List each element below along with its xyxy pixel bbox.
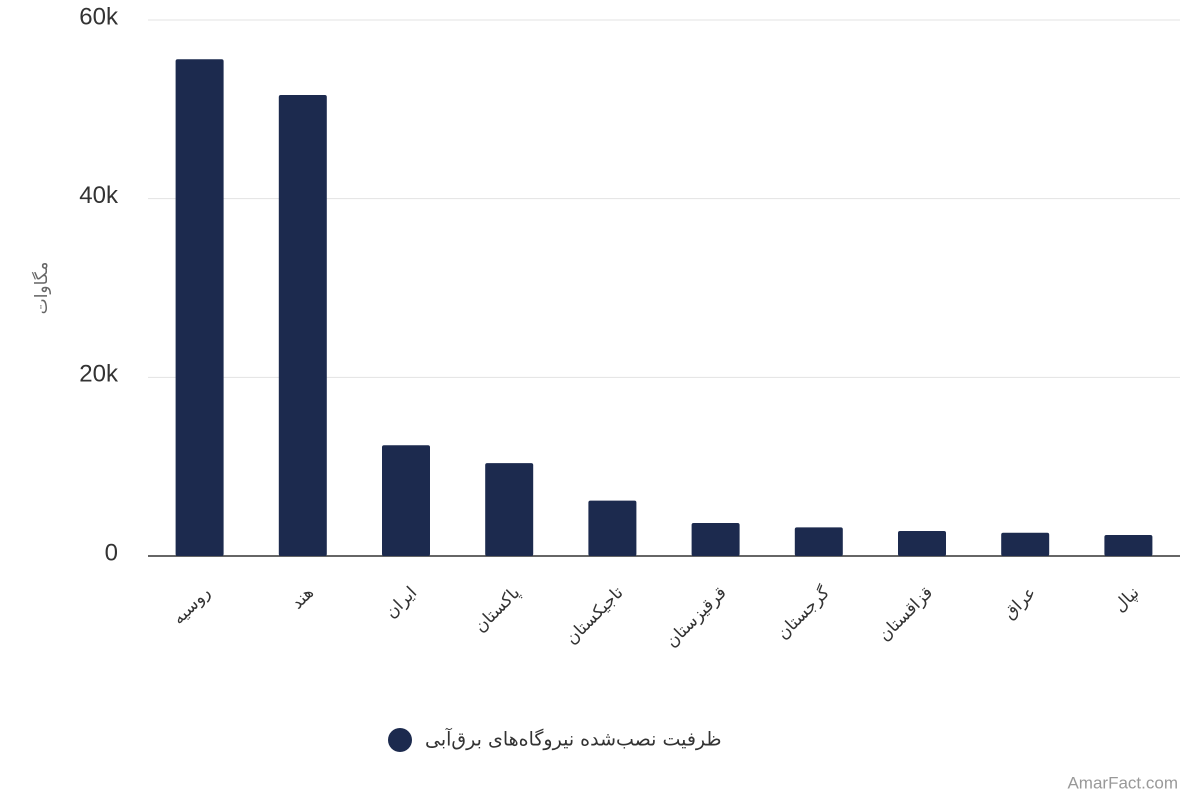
x-tick-label: پاکستان bbox=[471, 583, 525, 637]
bar bbox=[588, 500, 637, 556]
bar bbox=[691, 522, 740, 556]
bar bbox=[382, 445, 430, 556]
watermark: AmarFact.com bbox=[1067, 773, 1178, 792]
x-tick-label: قزاقستان bbox=[875, 583, 937, 645]
legend-label: ظرفیت نصب‌شده نیروگاه‌های برق‌آبی bbox=[425, 727, 722, 751]
x-tick-label: روسیه bbox=[169, 583, 215, 629]
bar bbox=[175, 59, 224, 556]
y-axis-label: مگاوات bbox=[31, 262, 52, 315]
bar bbox=[1104, 535, 1153, 556]
x-tick-label: عراق bbox=[1000, 583, 1041, 624]
bar bbox=[1001, 532, 1050, 556]
x-tick-label: تاجیکستان bbox=[562, 583, 628, 649]
y-tick-label: 20k bbox=[79, 361, 119, 388]
legend-marker bbox=[388, 728, 412, 752]
bar bbox=[898, 530, 946, 556]
bar bbox=[794, 527, 843, 556]
bar bbox=[278, 95, 327, 556]
x-tick-label: قرقیزستان bbox=[662, 583, 731, 652]
x-tick-label: هند bbox=[287, 583, 317, 613]
y-tick-label: 0 bbox=[105, 539, 118, 566]
y-tick-label: 60k bbox=[79, 3, 119, 30]
bar bbox=[485, 463, 534, 556]
y-tick-label: 40k bbox=[79, 182, 119, 209]
x-tick-label: گرجستان bbox=[772, 582, 834, 644]
x-tick-label: نپال bbox=[1110, 583, 1144, 617]
x-tick-label: ایران bbox=[381, 583, 421, 623]
